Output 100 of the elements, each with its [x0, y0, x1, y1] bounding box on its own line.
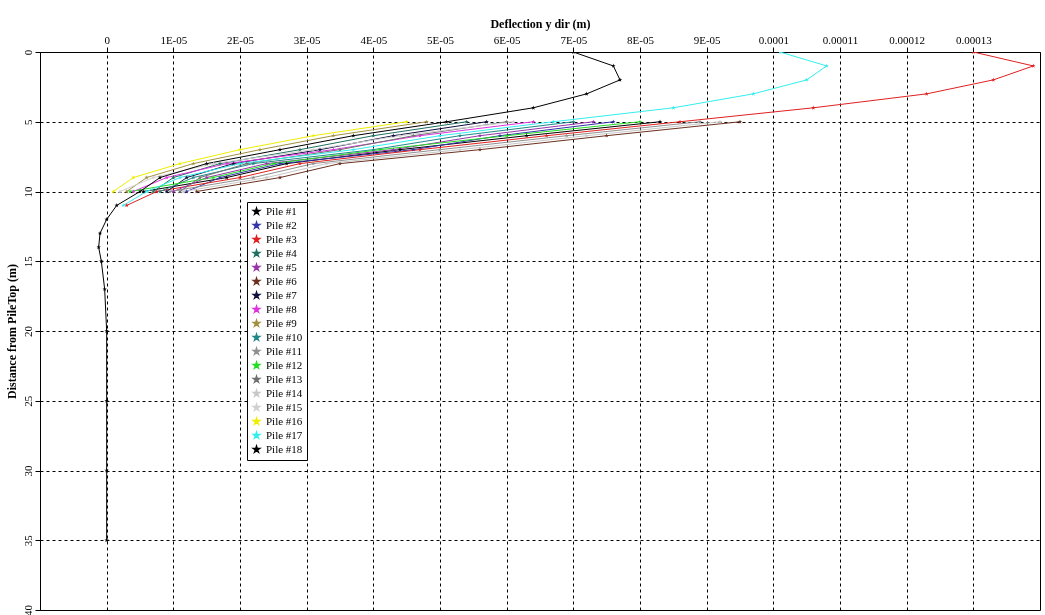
x-tick-label: 0.00013 — [955, 33, 993, 46]
legend-label: Pile #2 — [266, 218, 297, 231]
point — [1031, 63, 1036, 68]
x-tick-label: 4E-05 — [360, 33, 388, 46]
point — [204, 161, 209, 166]
point — [617, 77, 623, 82]
x-tick-label: 5E-05 — [427, 33, 455, 46]
x-tick-label: 3E-05 — [293, 33, 322, 46]
y-tick-label: 5 — [21, 119, 34, 125]
point — [391, 147, 396, 152]
legend-label: Pile #9 — [266, 316, 298, 329]
point — [571, 119, 576, 124]
point — [404, 119, 409, 124]
y-tick-label: 35 — [21, 534, 34, 547]
point — [531, 119, 536, 124]
point — [484, 119, 489, 124]
point — [251, 161, 256, 166]
point — [311, 133, 316, 138]
point — [244, 161, 249, 166]
x-tick-label: 0 — [104, 33, 111, 46]
point — [171, 175, 176, 180]
point — [564, 133, 569, 138]
point — [231, 161, 236, 166]
y-tick-label: 30 — [21, 465, 34, 477]
y-axis-title: Distance from PileTop (m) — [4, 264, 19, 399]
point — [424, 119, 429, 124]
point — [751, 91, 756, 96]
point — [411, 133, 416, 138]
point — [604, 133, 609, 138]
y-tick-label: 20 — [21, 325, 34, 337]
point — [657, 119, 663, 124]
legend-label: Pile #12 — [266, 358, 303, 371]
point — [504, 133, 509, 138]
x-tick-label: 8E-05 — [627, 33, 655, 46]
point — [717, 119, 723, 124]
legend-label: Pile #1 — [266, 204, 297, 217]
point — [271, 161, 276, 166]
point — [584, 91, 589, 96]
point — [371, 147, 376, 152]
point — [351, 147, 356, 152]
point — [171, 189, 176, 194]
y-tick-label: 25 — [21, 395, 34, 407]
x-tick-label: 6E-05 — [493, 33, 522, 46]
point — [264, 175, 269, 180]
legend-label: Pile #13 — [266, 372, 303, 385]
point — [144, 175, 149, 180]
point — [551, 119, 556, 124]
line-series — [121, 52, 829, 208]
point — [224, 175, 229, 180]
point — [504, 119, 509, 124]
legend-label: Pile #4 — [266, 246, 298, 259]
point — [131, 189, 136, 194]
legend-label: Pile #3 — [266, 232, 298, 245]
legend-label: Pile #15 — [266, 400, 303, 413]
x-tick-label: 7E-05 — [560, 33, 588, 46]
point — [697, 119, 703, 124]
point — [531, 105, 536, 110]
point — [544, 133, 549, 138]
y-tick-label: 10 — [21, 186, 34, 198]
point — [104, 328, 109, 333]
legend-label: Pile #16 — [266, 414, 303, 427]
point — [444, 119, 449, 124]
point — [211, 161, 216, 166]
point — [737, 119, 743, 124]
x-tick-label: 0.00011 — [822, 33, 859, 46]
point — [591, 119, 596, 124]
point — [164, 175, 169, 180]
point — [411, 147, 416, 152]
legend-label: Pile #10 — [266, 330, 303, 343]
point — [211, 175, 216, 180]
legend-label: Pile #5 — [266, 260, 298, 273]
point — [324, 161, 329, 166]
point — [151, 175, 156, 180]
point — [991, 77, 996, 82]
point — [284, 161, 289, 166]
x-tick-label: 1E-05 — [160, 33, 188, 46]
point — [251, 175, 256, 180]
point — [637, 119, 643, 124]
point — [524, 133, 529, 138]
point — [804, 77, 809, 82]
point — [311, 161, 316, 166]
y-tick-label: 40 — [21, 604, 34, 615]
point — [164, 189, 169, 194]
y-tick-label: 0 — [21, 49, 34, 56]
legend-label: Pile #6 — [266, 274, 298, 287]
point — [224, 161, 229, 166]
x-axis-title: Deflection y dir (m) — [490, 16, 591, 31]
point — [677, 119, 683, 124]
point — [191, 175, 196, 180]
legend-label: Pile #17 — [266, 428, 303, 441]
x-tick-label: 9E-05 — [693, 33, 722, 46]
legend-label: Pile #8 — [266, 302, 298, 315]
point — [371, 133, 376, 138]
point — [584, 133, 589, 138]
point — [924, 91, 929, 96]
y-tick-label: 15 — [21, 255, 34, 268]
x-tick-label: 0.00012 — [889, 33, 926, 46]
legend-label: Pile #11 — [266, 344, 302, 357]
point — [611, 63, 616, 68]
point — [264, 161, 269, 166]
